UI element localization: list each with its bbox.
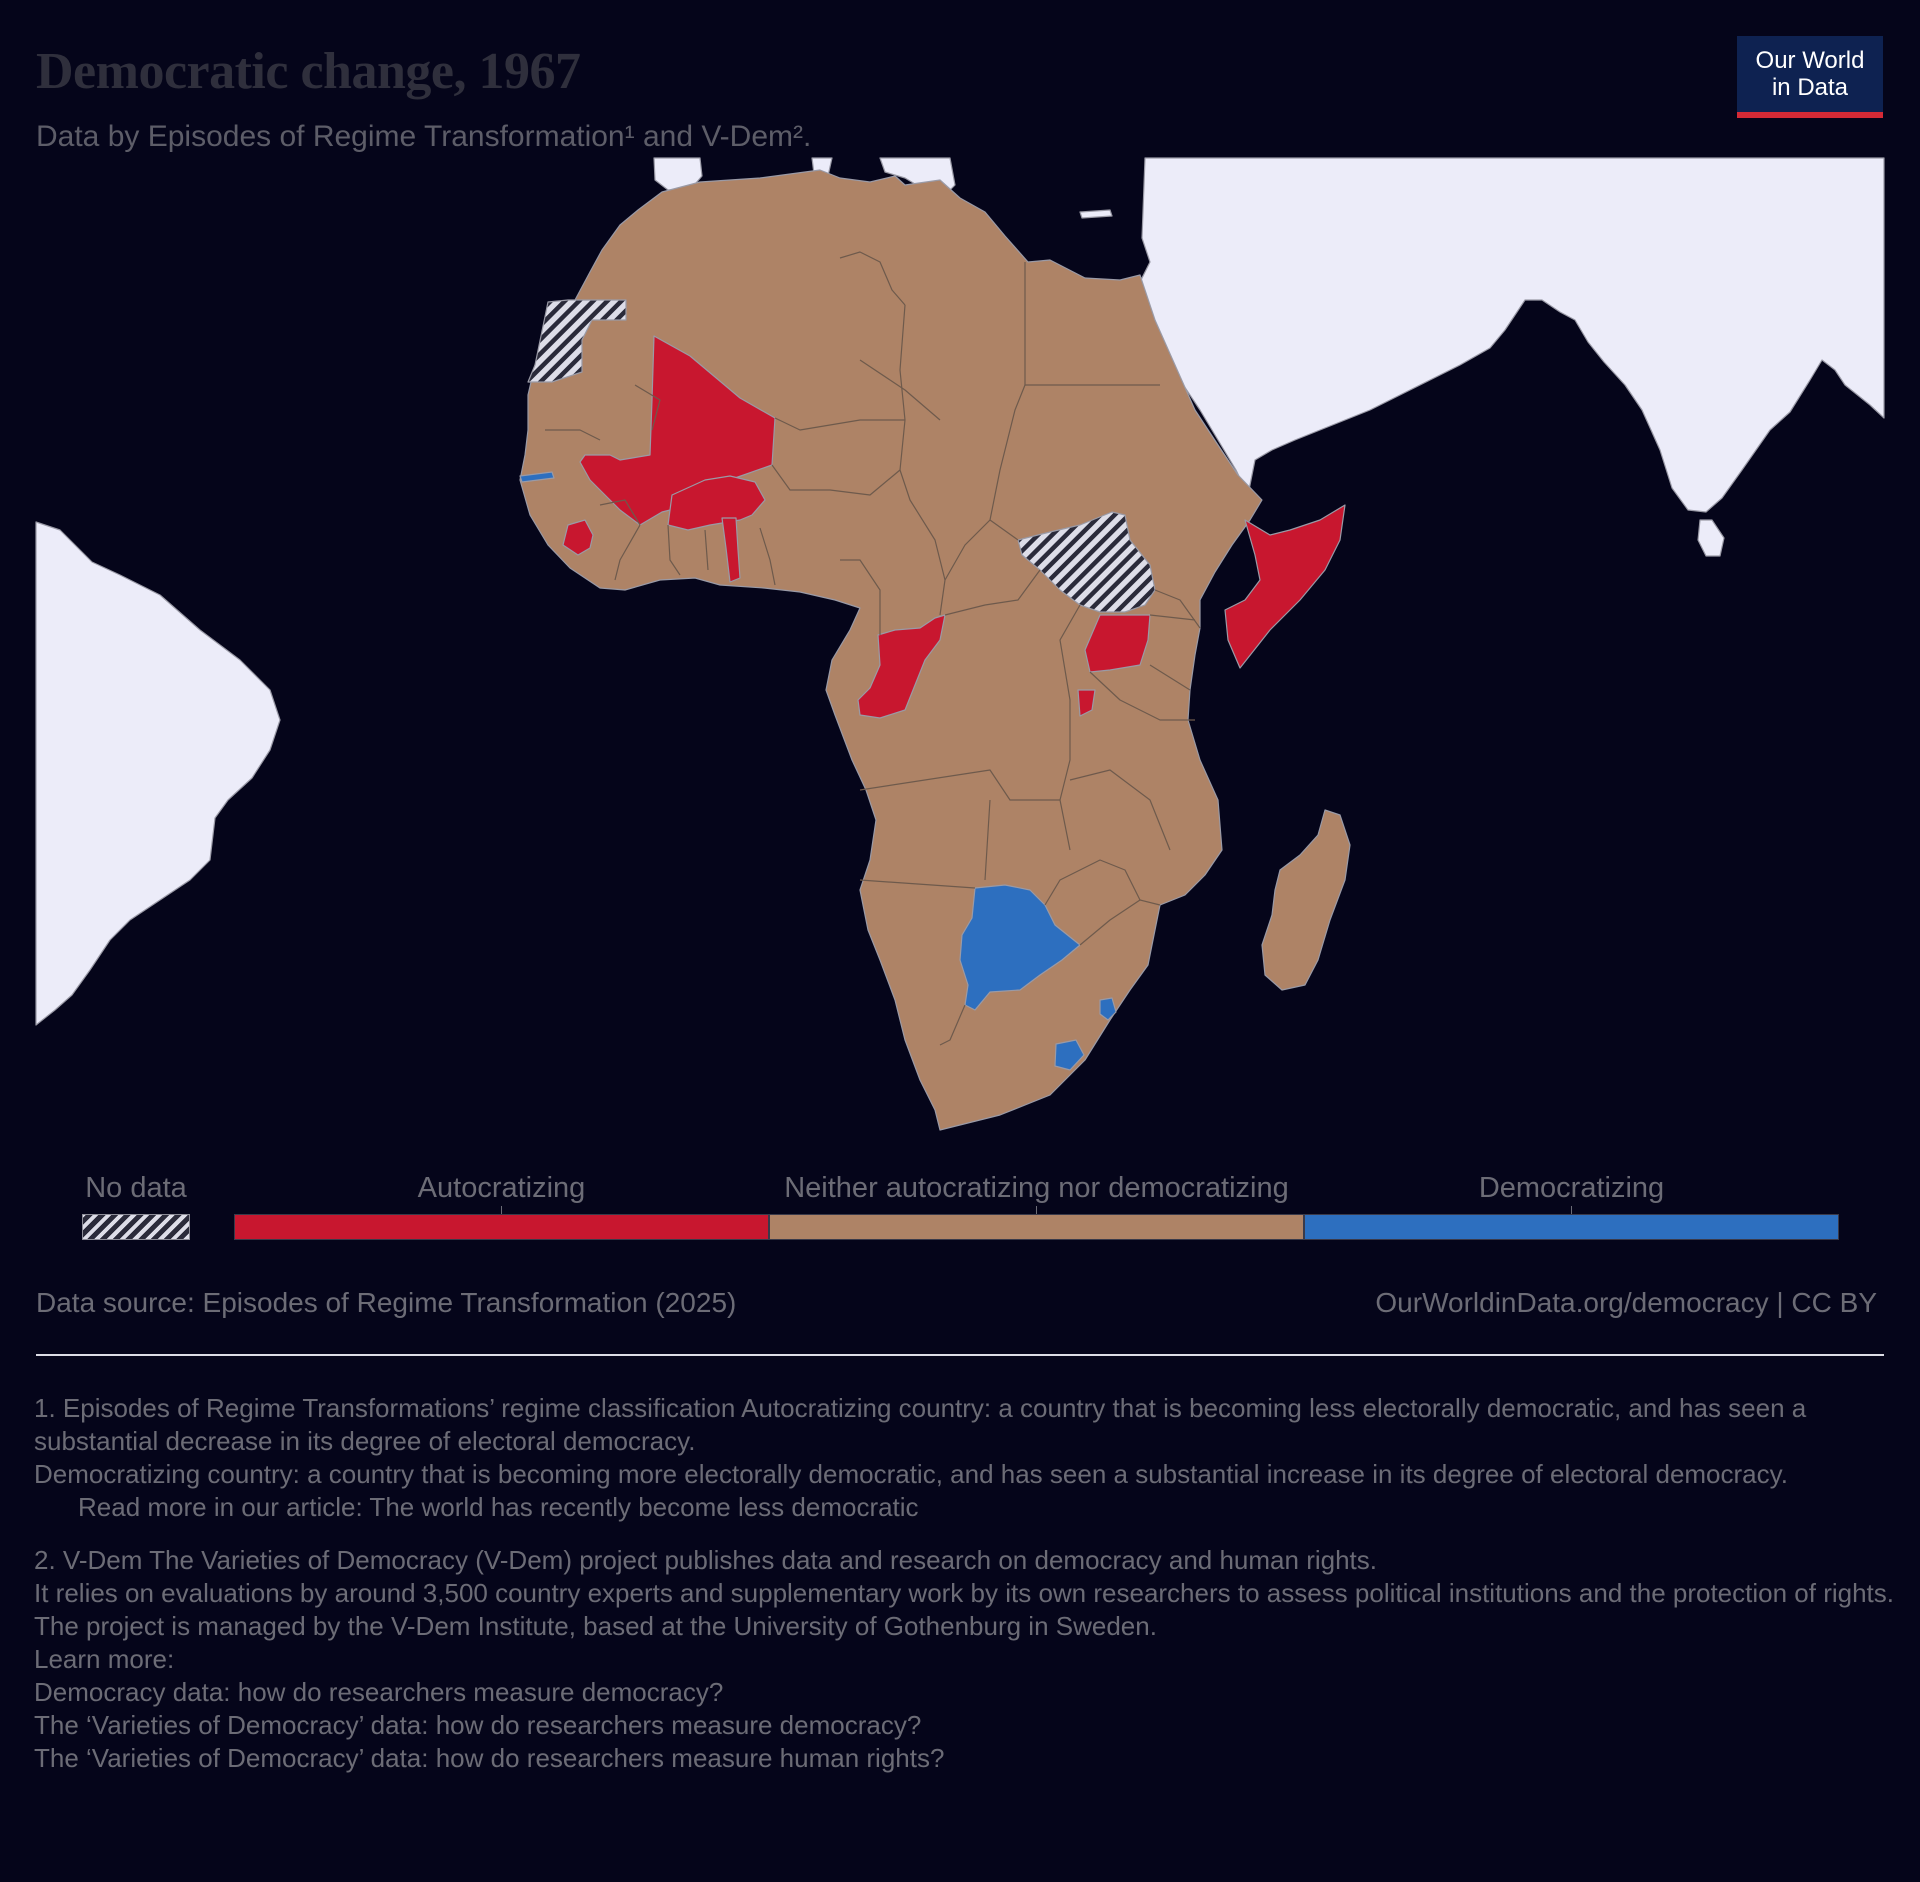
country-burkina-faso (667, 475, 766, 531)
country-south-sudan (1017, 511, 1156, 613)
legend-no-data-label: No data (85, 1172, 187, 1204)
note1-text: Democratizing country: a country that is… (34, 1459, 1788, 1489)
divider (36, 1354, 1884, 1356)
footnotes: 1. Episodes of Regime Transformations’ r… (34, 1392, 1894, 1775)
logo-line-2: in Data (1771, 74, 1849, 101)
chart-title: Democratic change, 1967 (36, 43, 581, 100)
note2-link[interactable]: The ‘Varieties of Democracy’ data: how d… (34, 1743, 945, 1773)
country-togo (721, 517, 741, 583)
note1-read-more-link[interactable]: Read more in our article: The world has … (78, 1492, 919, 1522)
land-south-america (35, 521, 281, 1026)
legend-democratizing-swatch[interactable] (1304, 1214, 1839, 1240)
country-western-sahara (527, 299, 627, 383)
map (35, 157, 1885, 1131)
legend-tick (501, 1206, 502, 1214)
legend-tick (1571, 1206, 1572, 1214)
country-somalia (1224, 504, 1346, 669)
note2-text: The project is managed by the V-Dem Inst… (34, 1611, 1157, 1641)
land-crete (1079, 209, 1113, 219)
country-madagascar (1261, 809, 1351, 991)
chart-subtitle: Data by Episodes of Regime Transformatio… (36, 120, 812, 153)
country-eswatini (1099, 997, 1117, 1021)
note2-text: It relies on evaluations by around 3,500… (34, 1578, 1894, 1608)
land-sri-lanka (1697, 519, 1725, 557)
data-source: Data source: Episodes of Regime Transfor… (36, 1287, 737, 1318)
legend-neither-swatch[interactable] (769, 1214, 1304, 1240)
note2-link[interactable]: Democracy data: how do researchers measu… (34, 1677, 724, 1707)
country-republic-of-congo (857, 614, 946, 719)
note1-text: 1. Episodes of Regime Transformations’ r… (34, 1393, 1807, 1456)
country-lesotho (1054, 1039, 1085, 1071)
land-asia (1135, 157, 1885, 513)
country-gambia (519, 471, 555, 483)
owid-logo[interactable]: Our World in Data (1737, 36, 1883, 118)
note2-text: Learn more: (34, 1644, 175, 1674)
legend-autocratizing-swatch[interactable] (234, 1214, 769, 1240)
country-burundi (1077, 689, 1096, 717)
logo-line-1: Our World (1755, 47, 1865, 74)
legend-no-data-swatch[interactable] (82, 1214, 190, 1240)
legend-neither-label: Neither autocratizing nor democratizing (784, 1172, 1289, 1204)
legend-tick (1036, 1206, 1037, 1214)
country-uganda (1084, 614, 1151, 673)
legend-democratizing-label: Democratizing (1478, 1172, 1665, 1204)
note2-text: 2. V-Dem The Varieties of Democracy (V-D… (34, 1545, 1377, 1575)
country-sierra-leone (562, 519, 594, 556)
country-botswana (959, 884, 1081, 1011)
note2-link[interactable]: The ‘Varieties of Democracy’ data: how d… (34, 1710, 922, 1740)
source-url-link[interactable]: OurWorldinData.org/democracy | CC BY (1375, 1287, 1877, 1318)
legend-autocratizing-label: Autocratizing (417, 1172, 586, 1204)
